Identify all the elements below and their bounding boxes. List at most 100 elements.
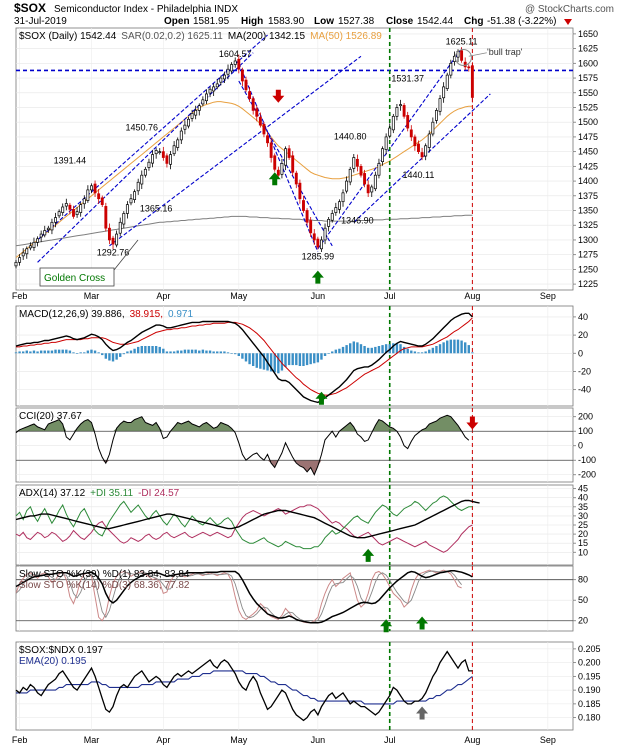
histogram-bar <box>323 353 327 356</box>
y-tick-label: 200 <box>578 412 593 422</box>
histogram-bar <box>83 352 86 354</box>
price-annotation: 1625.11 <box>446 36 478 46</box>
candle <box>122 213 126 225</box>
histogram-bar <box>248 353 251 365</box>
price-annotation: 1292.76 <box>97 247 130 257</box>
candle <box>266 135 269 144</box>
y-tick-label: 1425 <box>578 161 598 171</box>
histogram-bar <box>54 349 57 354</box>
histogram-bar <box>456 339 460 354</box>
histogram-bar <box>413 351 417 354</box>
candle <box>373 174 377 190</box>
candle <box>93 183 97 194</box>
candle <box>391 115 395 131</box>
candle <box>366 184 370 194</box>
histogram-bar <box>374 346 377 354</box>
candle <box>197 105 201 111</box>
bull-trap-pointer <box>468 52 487 57</box>
candle <box>431 121 435 135</box>
histogram-bar <box>151 346 154 354</box>
candle <box>129 198 133 204</box>
histogram-bar <box>72 352 75 354</box>
histogram-bar <box>147 346 151 354</box>
x-tick-label: Sep <box>540 735 556 745</box>
histogram-bar <box>377 346 381 354</box>
histogram-bar <box>39 350 43 354</box>
histogram-bar <box>50 350 54 354</box>
candle <box>208 88 212 94</box>
candle <box>57 211 61 217</box>
histogram-bar <box>449 339 453 354</box>
histogram-bar <box>93 350 97 354</box>
histogram-bar <box>435 346 438 354</box>
candle <box>359 166 363 176</box>
candle <box>183 124 187 130</box>
panel-frame <box>15 641 574 731</box>
histogram-bar <box>366 347 370 354</box>
histogram-bar <box>320 353 323 360</box>
histogram-bar <box>453 339 456 354</box>
sto14-d-line <box>15 570 462 624</box>
candle <box>280 163 284 175</box>
histogram-bar <box>216 351 219 354</box>
histogram-bar <box>57 349 61 354</box>
candle <box>363 173 367 185</box>
candle <box>43 230 47 236</box>
histogram-bar <box>244 353 248 362</box>
histogram-bar <box>176 350 179 354</box>
sto39-k-line <box>15 570 473 624</box>
candle <box>75 211 79 215</box>
histogram-bar <box>352 341 355 354</box>
candle <box>320 239 323 250</box>
down-triangle-icon <box>564 19 572 25</box>
y-tick-label: 0 <box>578 348 583 358</box>
y-tick-label: 100 <box>578 426 593 436</box>
candle <box>240 69 244 82</box>
candle <box>86 189 90 201</box>
candle <box>72 208 75 217</box>
legend-entry: 0.971 <box>168 309 193 320</box>
candle <box>284 148 287 166</box>
candle <box>226 68 230 75</box>
candle <box>165 155 169 164</box>
y-tick-label: 1450 <box>578 147 598 157</box>
candle <box>46 227 50 231</box>
histogram-bar <box>284 353 287 367</box>
y-tick-label: 1550 <box>578 88 598 98</box>
y-tick-label: 80 <box>578 575 588 585</box>
price-annotation: 1365.16 <box>140 204 173 214</box>
histogram-bar <box>79 352 82 354</box>
legend-entry: $SOX (Daily) 1542.44 <box>19 31 117 42</box>
candle <box>90 185 93 191</box>
histogram-bar <box>25 350 28 354</box>
y-tick-label: 45 <box>578 484 588 494</box>
histogram-bar <box>97 352 100 354</box>
y-tick-label: 1525 <box>578 102 598 112</box>
histogram-bar <box>172 351 176 354</box>
histogram-bar <box>43 350 46 354</box>
x-tick-label: Jul <box>384 291 396 301</box>
histogram-bar <box>18 351 21 354</box>
histogram-bar <box>251 353 255 366</box>
histogram-bar <box>68 350 72 354</box>
histogram-bar <box>241 353 244 359</box>
candle <box>309 220 313 234</box>
candle <box>230 64 234 72</box>
low-label: Low <box>314 16 334 27</box>
down-arrow-icon <box>272 89 285 103</box>
histogram-bar <box>298 353 302 366</box>
ma50-line <box>15 101 473 258</box>
histogram-bar <box>431 347 435 354</box>
header-name: Semiconductor Index - Philadelphia INDX <box>54 4 238 15</box>
close-value: 1542.44 <box>417 16 454 27</box>
x-tick-label: Feb <box>12 735 28 745</box>
chg-value: -51.38 (-3.22%) <box>487 16 556 27</box>
y-tick-label: 0 <box>578 441 583 451</box>
price-annotation: 1531.37 <box>391 74 424 84</box>
golden-cross-label: Golden Cross <box>44 273 105 284</box>
histogram-bar <box>259 353 262 369</box>
candle <box>215 83 219 88</box>
panel-frame <box>15 407 574 483</box>
candle <box>79 204 83 213</box>
